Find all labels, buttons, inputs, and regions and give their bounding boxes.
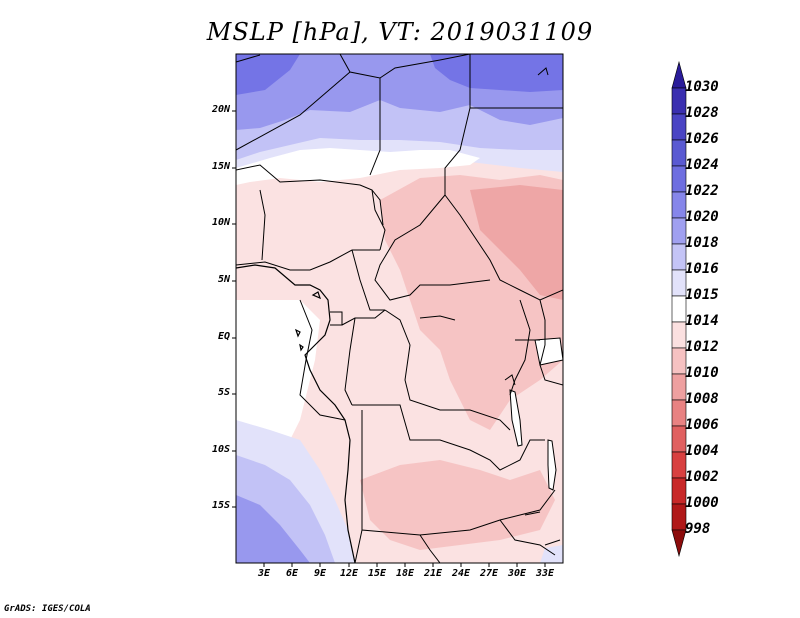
colorbar-segment (671, 347, 687, 375)
colorbar-level-label: 1024 (685, 157, 719, 173)
colorbar-segment (671, 425, 687, 453)
high-mid-southwest (236, 495, 310, 563)
coastlines (236, 264, 356, 563)
colorbar-level-label: 1000 (685, 495, 719, 511)
map-frame (235, 53, 564, 564)
colorbar-segment (671, 191, 687, 219)
colorbar-level-label: 998 (685, 521, 711, 537)
colorbar-level-label: 1008 (685, 391, 719, 407)
country-borders (236, 54, 563, 563)
lat-label: 10S (211, 444, 230, 455)
lon-label: 15E (367, 568, 387, 579)
lon-label: 21E (423, 568, 443, 579)
low-mid-east (470, 185, 563, 300)
colorbar-level-label: 1010 (685, 365, 719, 381)
colorbar-level-label: 1015 (685, 287, 719, 303)
lake-tanganyika (510, 390, 522, 446)
high-dark-north (236, 54, 563, 95)
colorbar-level-label: 1020 (685, 209, 719, 225)
colorbar-segment (671, 165, 687, 193)
colorbar-bottom-arrow (671, 529, 687, 558)
colorbar-level-label: 1026 (685, 131, 719, 147)
colorbar-segment (671, 217, 687, 245)
neutral-coast (236, 300, 320, 460)
lake-malawi (548, 440, 556, 490)
colorbar-level-label: 1028 (685, 105, 719, 121)
colorbar-segment (671, 87, 687, 115)
lat-label: 10N (211, 217, 230, 228)
colorbar-level-label: 1030 (685, 79, 719, 95)
colorbar-level-label: 1002 (685, 469, 719, 485)
colorbar-segment (671, 295, 687, 323)
colorbar-level-label: 1018 (685, 235, 719, 251)
colorbar-segment (671, 321, 687, 349)
lon-label: 33E (535, 568, 555, 579)
colorbar-segment (671, 373, 687, 401)
lat-label: EQ (217, 331, 230, 342)
low-light-south (360, 460, 555, 550)
neutral-sahel (236, 148, 480, 185)
grads-credit: GrADS: IGES/COLA (4, 604, 91, 614)
colorbar-level-label: 1006 (685, 417, 719, 433)
lat-label: 15N (211, 161, 230, 172)
colorbar-level-label: 1022 (685, 183, 719, 199)
lon-ticks (263, 563, 546, 567)
lon-label: 30E (507, 568, 527, 579)
map-title: MSLP [hPa], VT: 2019031109 (206, 18, 594, 46)
colorbar-segment (671, 113, 687, 141)
colorbar-segment (671, 399, 687, 427)
pressure-field (236, 54, 563, 563)
lat-ticks (232, 110, 236, 508)
lat-label: 15S (211, 500, 230, 511)
high-pale-southeast (540, 545, 563, 563)
colorbar-level-label: 1014 (685, 313, 719, 329)
colorbar (671, 60, 687, 558)
colorbar-level-label: 1004 (685, 443, 719, 459)
lat-label: 5S (217, 387, 230, 398)
colorbar-level-label: 1012 (685, 339, 719, 355)
lon-label: 18E (395, 568, 415, 579)
colorbar-segment (671, 139, 687, 167)
colorbar-segment (671, 269, 687, 297)
colorbar-top-arrow (671, 60, 687, 89)
colorbar-segment (671, 451, 687, 479)
lon-label: 12E (339, 568, 359, 579)
lake-outlines (419, 67, 563, 546)
lon-label: 24E (451, 568, 471, 579)
lat-label: 5N (217, 274, 230, 285)
colorbar-level-label: 1016 (685, 261, 719, 277)
lon-label: 3E (257, 568, 271, 579)
lon-label: 9E (313, 568, 327, 579)
lon-label: 6E (285, 568, 299, 579)
colorbar-segment (671, 503, 687, 531)
colorbar-segment (671, 477, 687, 505)
lon-label: 27E (479, 568, 499, 579)
colorbar-segment (671, 243, 687, 271)
lat-label: 20N (211, 104, 230, 115)
